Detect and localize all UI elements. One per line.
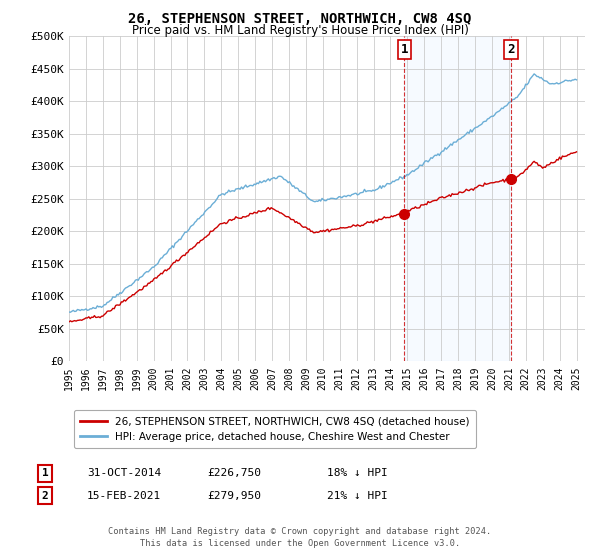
Text: 2: 2 [507,43,515,56]
Text: Price paid vs. HM Land Registry's House Price Index (HPI): Price paid vs. HM Land Registry's House … [131,24,469,37]
Text: 1: 1 [41,468,49,478]
Text: £226,750: £226,750 [207,468,261,478]
Bar [404,36,511,361]
Text: 18% ↓ HPI: 18% ↓ HPI [327,468,388,478]
Legend: 26, STEPHENSON STREET, NORTHWICH, CW8 4SQ (detached house), HPI: Average price, : 26, STEPHENSON STREET, NORTHWICH, CW8 4S… [74,410,476,448]
Text: 26, STEPHENSON STREET, NORTHWICH, CW8 4SQ: 26, STEPHENSON STREET, NORTHWICH, CW8 4S… [128,12,472,26]
Text: 1: 1 [401,43,408,56]
Text: 21% ↓ HPI: 21% ↓ HPI [327,491,388,501]
Text: 2: 2 [41,491,49,501]
Text: 31-OCT-2014: 31-OCT-2014 [87,468,161,478]
Text: £279,950: £279,950 [207,491,261,501]
Text: 15-FEB-2021: 15-FEB-2021 [87,491,161,501]
Text: Contains HM Land Registry data © Crown copyright and database right 2024.
This d: Contains HM Land Registry data © Crown c… [109,527,491,548]
